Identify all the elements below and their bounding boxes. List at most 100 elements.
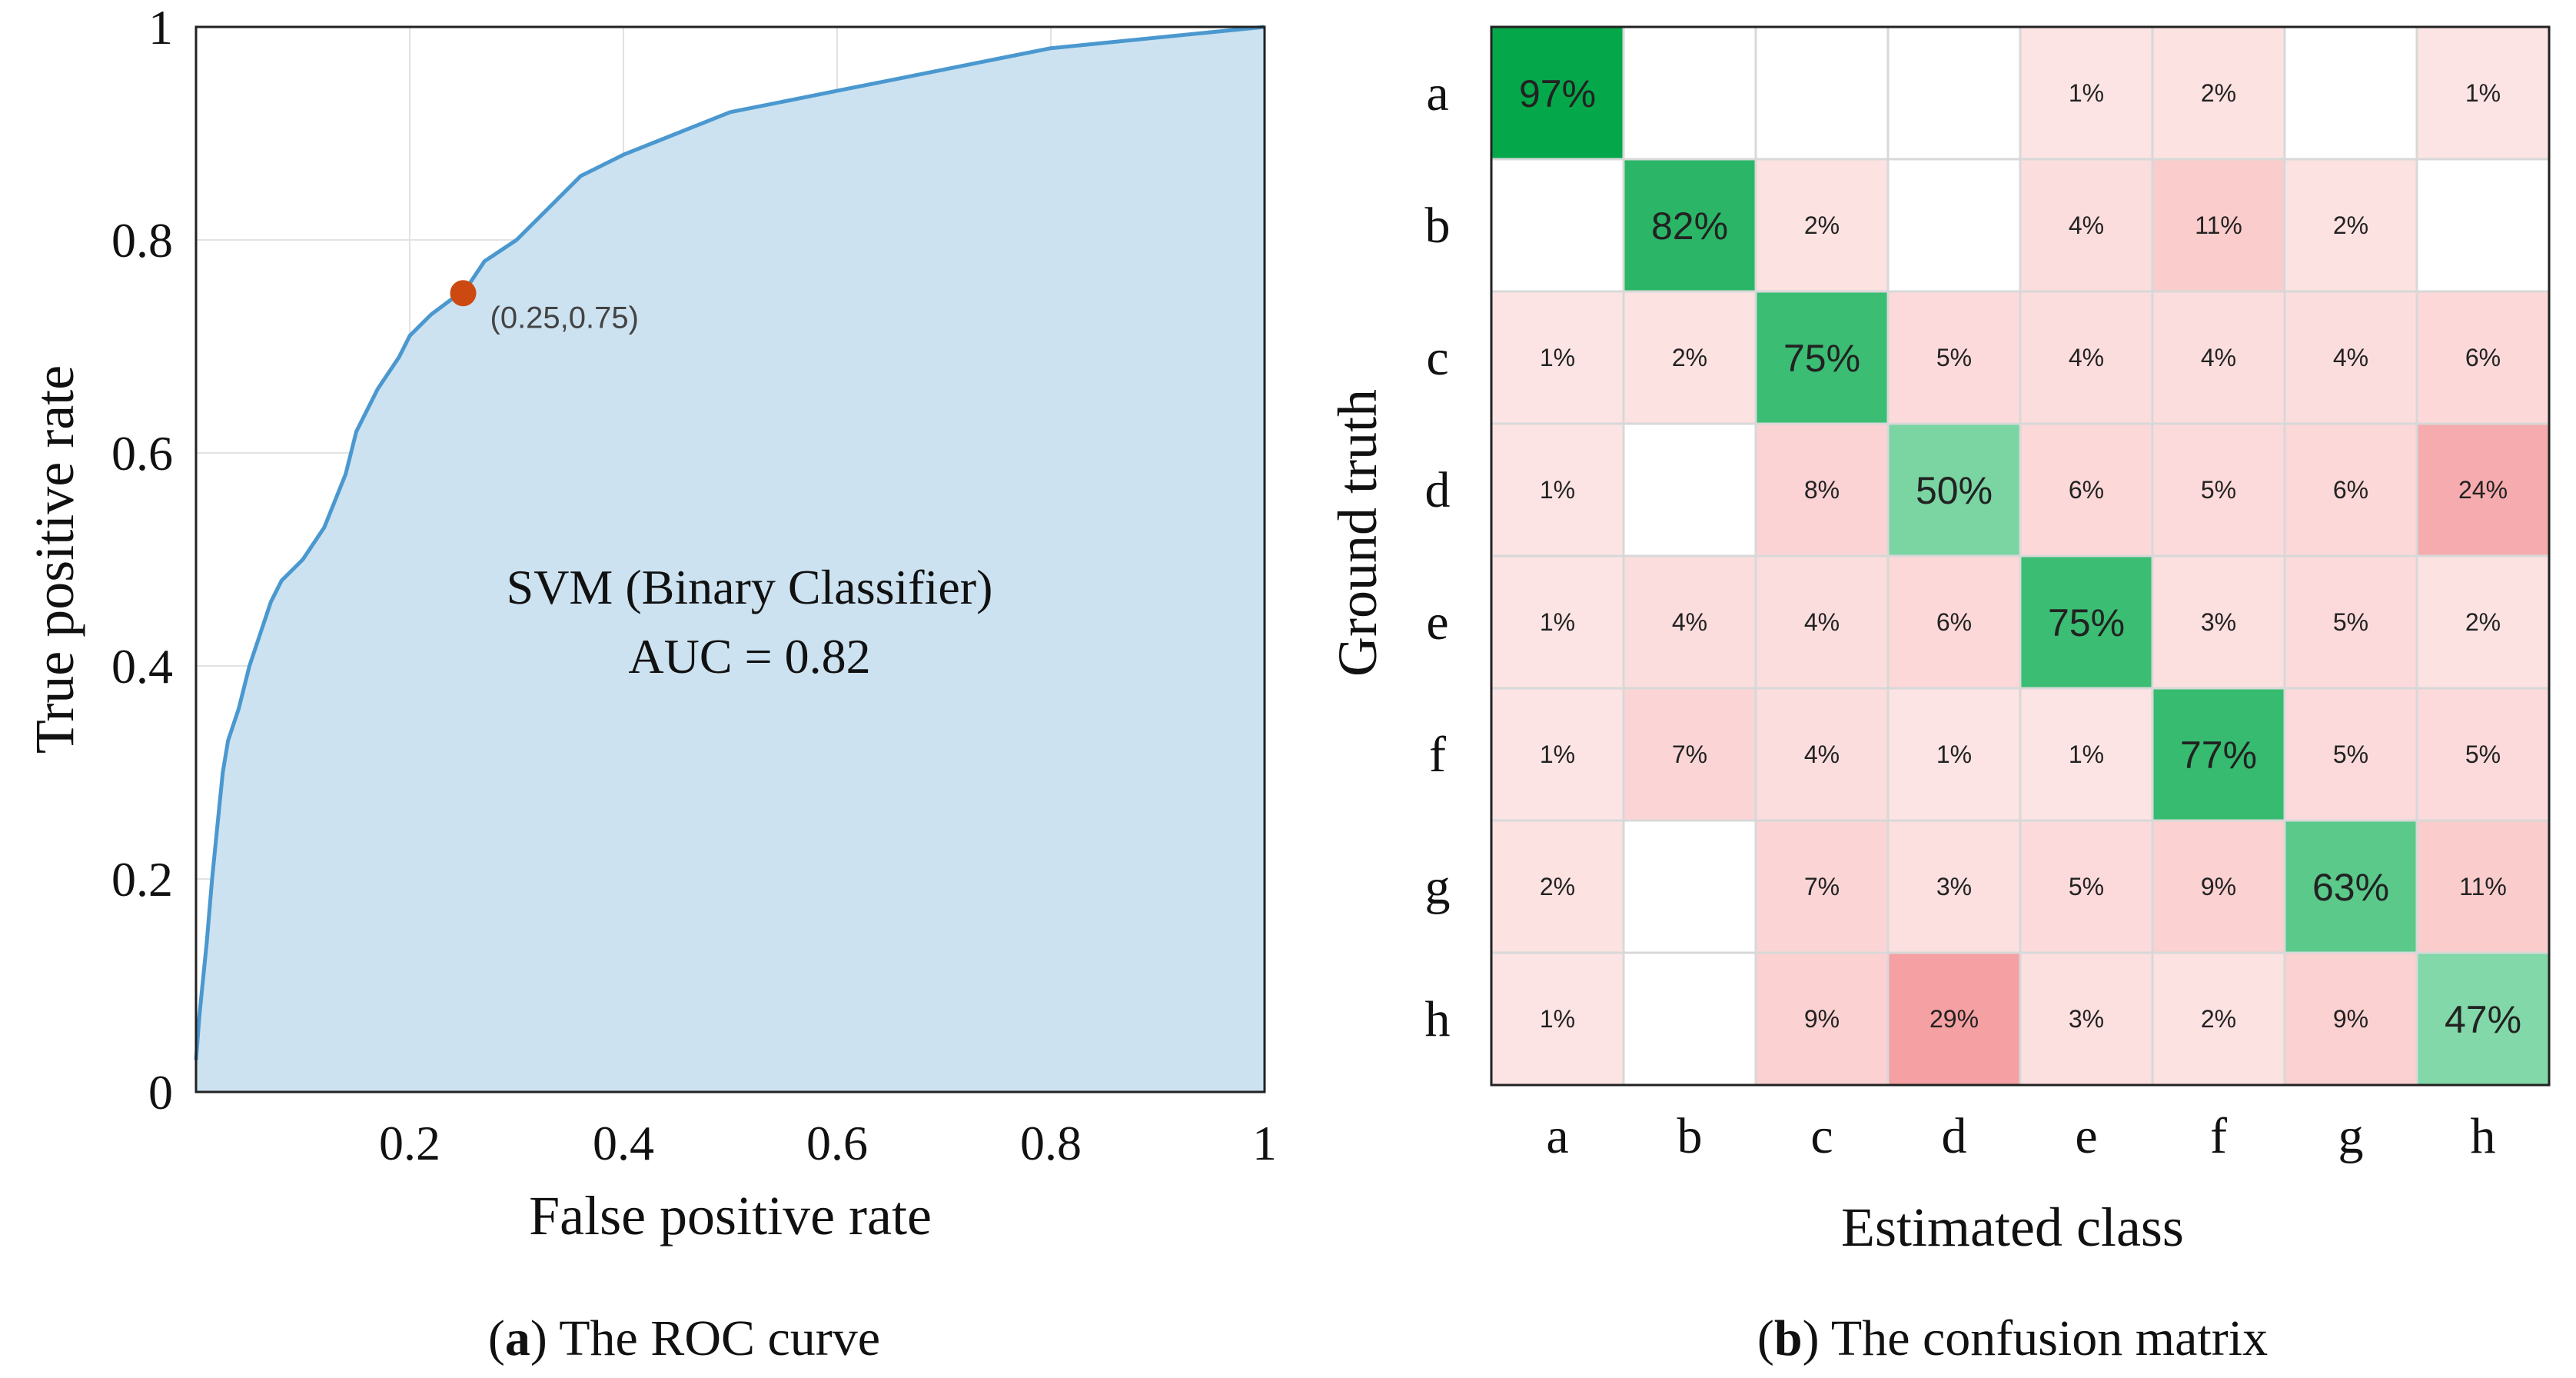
cm-col-label: d bbox=[1942, 1108, 1967, 1164]
cm-cell-value: 1% bbox=[2465, 79, 2501, 107]
roc-y-ticks: 0 0.2 0.4 0.6 0.8 1 bbox=[111, 0, 173, 1120]
cm-cell-value: 1% bbox=[1540, 476, 1575, 504]
cm-cell bbox=[1754, 951, 1890, 1087]
cm-cell-value: 9% bbox=[2333, 1005, 2368, 1033]
cm-row-labels: a b c d e f g h bbox=[1425, 65, 1451, 1047]
cm-caption-letter: b bbox=[1774, 1310, 1803, 1366]
cm-cell bbox=[1622, 819, 1757, 954]
cm-cell-value: 2% bbox=[1804, 211, 1840, 239]
cm-row-label: h bbox=[1425, 991, 1451, 1047]
cm-cell-value: 5% bbox=[2069, 873, 2104, 900]
cm-cell bbox=[2283, 554, 2418, 690]
cm-cell bbox=[2415, 687, 2551, 822]
cm-col-label: c bbox=[1810, 1108, 1833, 1164]
cm-cell-value: 5% bbox=[1936, 344, 1972, 371]
cm-cell-value: 5% bbox=[2333, 608, 2368, 636]
cm-cell-value-diagonal: 75% bbox=[2048, 601, 2125, 644]
cm-cell bbox=[1754, 158, 1890, 293]
cm-cell-value: 4% bbox=[1672, 608, 1707, 636]
cm-cell bbox=[1622, 687, 1757, 822]
cm-cell-value: 6% bbox=[2069, 476, 2104, 504]
cm-cell-value: 4% bbox=[1804, 741, 1840, 768]
confusion-matrix: 97% 1% 2% 1% 82% 2% 4% 11% 2% 1% 2% 75% 5% 4% 4% 4% 6% 1%… bbox=[1327, 25, 2551, 1366]
cm-cell bbox=[1886, 554, 2022, 690]
cm-caption: (b) The confusion matrix bbox=[1757, 1310, 2268, 1366]
cm-cell bbox=[2283, 687, 2418, 822]
cm-y-axis-label: Ground truth bbox=[1327, 389, 1388, 677]
cm-cell-value: 2% bbox=[1540, 873, 1575, 900]
cm-cell bbox=[1622, 422, 1757, 558]
cm-cell bbox=[2415, 25, 2551, 161]
cm-cell-value: 4% bbox=[2201, 344, 2236, 371]
cm-col-label: e bbox=[2075, 1108, 2097, 1164]
cm-row-label: c bbox=[1426, 330, 1448, 386]
cm-cell-value: 24% bbox=[2458, 476, 2508, 504]
cm-cell bbox=[2019, 422, 2154, 558]
cm-cell-value: 3% bbox=[2069, 1005, 2104, 1033]
cm-cell-value: 4% bbox=[2069, 344, 2104, 371]
cm-cell bbox=[2151, 819, 2286, 954]
roc-caption-letter: a bbox=[505, 1310, 530, 1366]
cm-cell-value: 5% bbox=[2333, 741, 2368, 768]
cm-caption-text: ) The confusion matrix bbox=[1803, 1310, 2268, 1366]
cm-cell-value: 7% bbox=[1804, 873, 1840, 900]
roc-x-ticks: 0.2 0.4 0.6 0.8 1 bbox=[379, 1116, 1277, 1170]
cm-cell-value-diagonal: 50% bbox=[1916, 469, 1993, 512]
cm-row-label: f bbox=[1429, 727, 1446, 783]
cm-cell bbox=[2151, 951, 2286, 1087]
roc-y-tick-label: 0.4 bbox=[111, 639, 173, 694]
cm-cell-value-diagonal: 82% bbox=[1651, 205, 1728, 248]
cm-cell bbox=[2415, 158, 2551, 293]
roc-caption-text: ) The ROC curve bbox=[530, 1310, 880, 1366]
cm-cell bbox=[2283, 25, 2418, 161]
cm-cell-value-diagonal: 63% bbox=[2312, 866, 2389, 909]
cm-cell-value: 1% bbox=[1540, 608, 1575, 636]
roc-y-tick-label: 0.6 bbox=[111, 426, 173, 481]
cm-cell bbox=[2151, 158, 2286, 293]
cm-cell-value-diagonal: 75% bbox=[1783, 337, 1860, 380]
cm-cell-value: 3% bbox=[2201, 608, 2236, 636]
cm-cell-value: 11% bbox=[2195, 211, 2242, 239]
cm-col-label: h bbox=[2471, 1108, 2496, 1164]
cm-col-label: a bbox=[1546, 1108, 1568, 1164]
cm-cell bbox=[2283, 158, 2418, 293]
cm-cell-value-diagonal: 47% bbox=[2445, 998, 2521, 1041]
cm-frame bbox=[1490, 25, 2551, 1087]
cm-cell bbox=[1886, 158, 2022, 293]
cm-cell bbox=[2151, 554, 2286, 690]
cm-cell bbox=[1886, 25, 2022, 161]
cm-cell bbox=[1886, 951, 2022, 1087]
cm-cell bbox=[1754, 290, 1890, 425]
cm-cell-value: 2% bbox=[2201, 79, 2236, 107]
cm-cell bbox=[1622, 290, 1757, 425]
cm-cell bbox=[1490, 819, 1625, 954]
cm-cell bbox=[1886, 819, 2022, 954]
cm-cell-value: 8% bbox=[1804, 476, 1840, 504]
cm-cell bbox=[1622, 554, 1757, 690]
cm-cell bbox=[2415, 819, 2551, 954]
cm-cell-value: 29% bbox=[1930, 1005, 1979, 1033]
cm-cell-value: 7% bbox=[1672, 741, 1707, 768]
cm-cell-value: 3% bbox=[1936, 873, 1972, 900]
cm-cell-value: 2% bbox=[2333, 211, 2368, 239]
cm-cell bbox=[2151, 687, 2286, 822]
cm-cell-value-diagonal: 97% bbox=[1519, 72, 1596, 115]
cm-cell-value: 2% bbox=[2201, 1005, 2236, 1033]
cm-cell-value: 1% bbox=[1936, 741, 1972, 768]
cm-cells: 97% 1% 2% 1% 82% 2% 4% 11% 2% 1% 2% 75% 5% 4% 4% 4% 6% 1%… bbox=[1490, 25, 2551, 1087]
cm-cell bbox=[1490, 290, 1625, 425]
cm-cell-value: 4% bbox=[2069, 211, 2104, 239]
cm-cell-value: 5% bbox=[2201, 476, 2236, 504]
roc-y-tick-label: 1 bbox=[148, 0, 173, 55]
cm-cell bbox=[1490, 554, 1625, 690]
roc-y-tick-label: 0.8 bbox=[111, 213, 173, 268]
cm-cell bbox=[2283, 951, 2418, 1087]
cm-x-axis-label: Estimated class bbox=[1841, 1197, 2184, 1258]
cm-cell-value: 11% bbox=[2459, 873, 2507, 900]
cm-cell bbox=[1754, 687, 1890, 822]
roc-x-tick-label: 0.4 bbox=[593, 1116, 654, 1170]
cm-cell-value: 5% bbox=[2465, 741, 2501, 768]
cm-row-label: a bbox=[1426, 65, 1448, 121]
roc-x-axis-label: False positive rate bbox=[529, 1185, 932, 1247]
